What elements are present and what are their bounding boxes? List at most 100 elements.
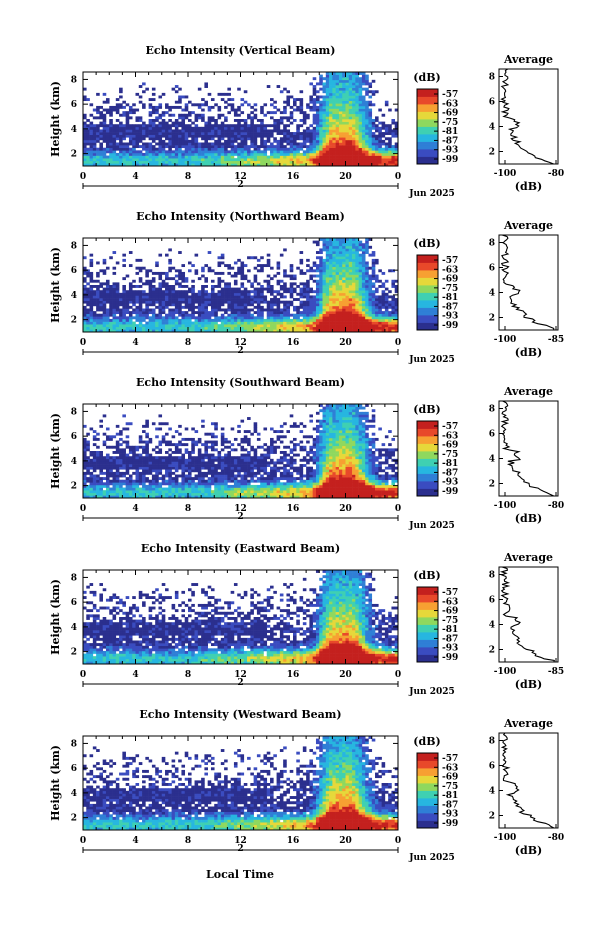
echo-intensity-heatmap xyxy=(83,72,399,167)
heatmap-cell xyxy=(135,445,140,449)
heatmap-cell xyxy=(384,150,389,154)
heatmap-cell xyxy=(178,139,182,143)
heatmap-cell xyxy=(165,287,169,291)
heatmap-cell xyxy=(253,158,258,162)
heatmap-cell xyxy=(132,285,136,288)
heatmap-cell xyxy=(322,264,327,268)
heatmap-cell xyxy=(217,295,222,299)
heatmap-cell xyxy=(214,316,218,320)
heatmap-cell xyxy=(122,147,126,151)
heatmap-cell xyxy=(240,137,245,141)
heatmap-cell xyxy=(178,269,182,273)
heatmap-cell xyxy=(191,298,195,301)
heatmap-cell xyxy=(210,329,215,333)
heatmap-cell xyxy=(125,316,130,320)
heatmap-cell xyxy=(148,147,153,151)
heatmap-cell xyxy=(227,271,231,275)
heatmap-cell xyxy=(325,139,330,143)
heatmap-cell xyxy=(263,158,268,162)
heatmap-cell xyxy=(276,290,281,294)
heatmap-cell xyxy=(375,326,379,330)
heatmap-cell xyxy=(388,158,392,162)
heatmap-cell xyxy=(315,313,320,317)
heatmap-cell xyxy=(214,326,218,330)
heatmap-cell xyxy=(227,137,231,141)
heatmap-cell xyxy=(378,139,382,143)
heatmap-cell xyxy=(188,150,192,154)
heatmap-cell xyxy=(306,258,310,262)
heatmap-cell xyxy=(105,458,110,462)
heatmap-cell xyxy=(293,100,297,104)
heatmap-cell xyxy=(132,139,136,143)
heatmap-cell xyxy=(168,152,172,156)
colorbar-swatch xyxy=(417,313,438,316)
heatmap-cell xyxy=(352,292,356,296)
heatmap-cell xyxy=(375,311,379,315)
heatmap-cell xyxy=(178,329,182,333)
heatmap-cell xyxy=(168,261,172,265)
heatmap-cell xyxy=(227,316,231,320)
heatmap-cell xyxy=(184,145,189,149)
heatmap-cell xyxy=(352,105,356,109)
heatmap-cell xyxy=(319,121,323,125)
heatmap-cell xyxy=(309,313,313,317)
heatmap-cell xyxy=(329,116,333,120)
heatmap-cell xyxy=(325,103,330,107)
average-y-tick-label: 4 xyxy=(489,123,495,133)
heatmap-cell xyxy=(335,152,340,156)
heatmap-cell xyxy=(247,316,251,320)
heatmap-cell xyxy=(102,308,107,312)
heatmap-cell xyxy=(289,287,294,291)
heatmap-cell xyxy=(325,90,330,94)
heatmap-cell xyxy=(83,490,87,494)
heatmap-cell xyxy=(83,269,87,273)
colorbar-swatch xyxy=(417,298,438,301)
heatmap-cell xyxy=(148,134,153,138)
heatmap-cell xyxy=(302,326,307,330)
heatmap-cell xyxy=(158,152,163,156)
heatmap-cell xyxy=(214,147,218,151)
heatmap-cell xyxy=(161,145,166,149)
heatmap-cell xyxy=(207,300,212,304)
heatmap-cell xyxy=(105,456,110,460)
heatmap-cell xyxy=(315,105,320,109)
heatmap-cell xyxy=(293,321,297,325)
heatmap-cell xyxy=(125,492,130,496)
heatmap-cell xyxy=(293,290,297,294)
heatmap-cell xyxy=(158,271,163,275)
heatmap-cell xyxy=(125,466,130,470)
heatmap-cell xyxy=(138,158,143,162)
heatmap-cell xyxy=(220,261,225,265)
heatmap-cell xyxy=(378,295,382,299)
heatmap-cell xyxy=(178,251,182,254)
heatmap-cell xyxy=(355,103,359,107)
heatmap-cell xyxy=(335,155,340,159)
heatmap-cell xyxy=(207,158,212,162)
heatmap-cell xyxy=(368,163,373,167)
colorbar-swatch xyxy=(417,156,438,159)
heatmap-cell xyxy=(394,132,399,135)
heatmap-cell xyxy=(296,318,300,322)
heatmap-cell xyxy=(283,105,287,109)
heatmap-cell xyxy=(355,74,359,78)
heatmap-cell xyxy=(227,313,231,317)
heatmap-cell xyxy=(260,313,264,317)
heatmap-cell xyxy=(276,160,281,164)
heatmap-cell xyxy=(145,456,149,460)
heatmap-cell xyxy=(348,282,353,286)
heatmap-cell xyxy=(365,119,369,122)
heatmap-cell xyxy=(293,145,297,149)
heatmap-cell xyxy=(335,77,340,81)
heatmap-cell xyxy=(138,277,143,281)
heatmap-cell xyxy=(286,95,291,99)
heatmap-cell xyxy=(86,271,90,275)
heatmap-cell xyxy=(368,116,373,120)
heatmap-cell xyxy=(345,326,350,330)
heatmap-cell xyxy=(319,329,323,333)
heatmap-cell xyxy=(210,318,215,322)
heatmap-cell xyxy=(138,132,143,135)
heatmap-cell xyxy=(332,295,336,299)
heatmap-cell xyxy=(283,108,287,112)
heatmap-cell xyxy=(145,464,149,467)
heatmap-cell xyxy=(109,461,113,465)
